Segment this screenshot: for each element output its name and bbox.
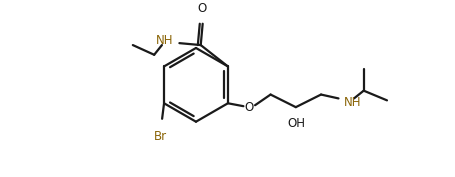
Text: OH: OH bbox=[288, 117, 306, 130]
Text: O: O bbox=[197, 2, 207, 15]
Text: NH: NH bbox=[156, 34, 173, 47]
Text: O: O bbox=[245, 101, 254, 114]
Text: NH: NH bbox=[344, 96, 362, 109]
Text: Br: Br bbox=[154, 130, 167, 143]
